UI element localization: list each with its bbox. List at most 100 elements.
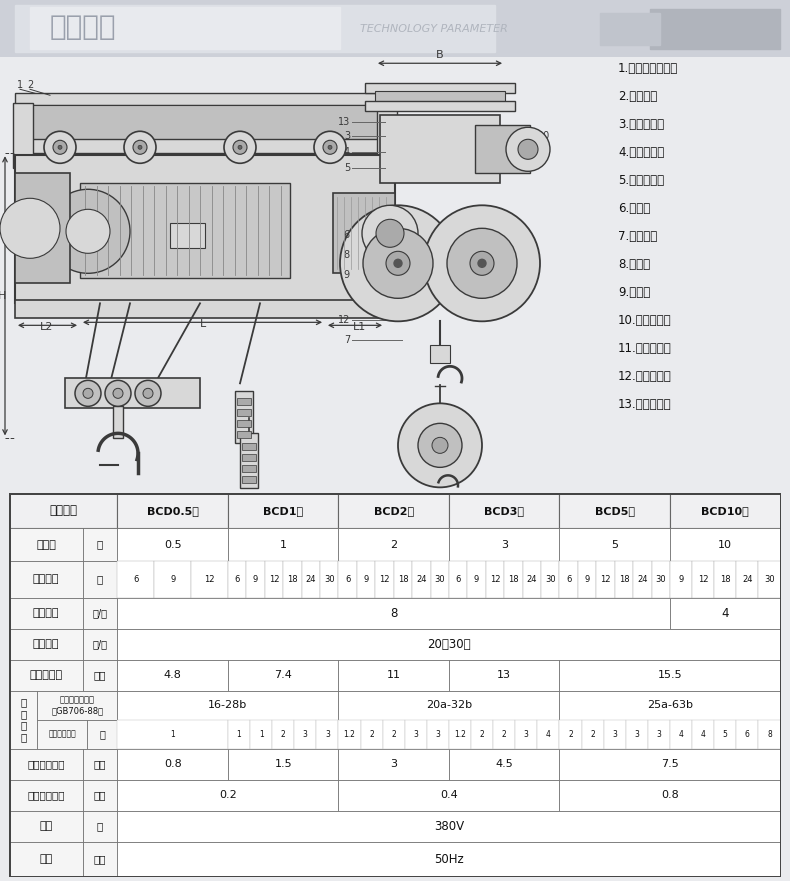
Bar bbox=[242, 443, 256, 450]
Bar bbox=[118, 561, 228, 598]
Bar bbox=[228, 493, 338, 529]
Text: 0.8: 0.8 bbox=[164, 759, 182, 769]
Text: 1: 1 bbox=[280, 540, 287, 550]
Bar bbox=[338, 561, 357, 598]
Text: 12: 12 bbox=[205, 575, 215, 584]
Bar bbox=[412, 561, 431, 598]
Bar bbox=[83, 598, 118, 629]
Circle shape bbox=[143, 389, 153, 398]
Text: 4: 4 bbox=[344, 147, 350, 158]
Circle shape bbox=[432, 437, 448, 454]
Text: 8: 8 bbox=[344, 250, 350, 260]
Text: 12: 12 bbox=[490, 575, 500, 584]
Text: 0.2: 0.2 bbox=[219, 790, 237, 800]
Bar bbox=[237, 410, 251, 417]
Bar bbox=[272, 720, 294, 749]
Bar bbox=[15, 139, 395, 153]
Bar bbox=[302, 561, 320, 598]
Text: BCD3吚: BCD3吚 bbox=[484, 506, 525, 515]
Bar bbox=[118, 691, 338, 720]
Bar bbox=[537, 720, 559, 749]
Text: 380V: 380V bbox=[434, 820, 464, 833]
Text: 18: 18 bbox=[508, 575, 519, 584]
Text: L: L bbox=[200, 319, 206, 329]
Text: BCD5吚: BCD5吚 bbox=[595, 506, 634, 515]
Bar bbox=[242, 455, 256, 462]
Text: 3: 3 bbox=[303, 729, 308, 739]
Bar bbox=[559, 720, 581, 749]
Text: 1.2: 1.2 bbox=[454, 729, 466, 739]
Text: L2: L2 bbox=[40, 322, 54, 332]
Text: H: H bbox=[0, 292, 6, 301]
Text: 4.5: 4.5 bbox=[495, 759, 514, 769]
Bar bbox=[316, 720, 338, 749]
Bar bbox=[541, 561, 559, 598]
Circle shape bbox=[58, 145, 62, 149]
Bar bbox=[15, 5, 495, 52]
Bar bbox=[758, 720, 781, 749]
Bar bbox=[65, 378, 200, 408]
Bar bbox=[250, 720, 272, 749]
Bar bbox=[113, 406, 123, 439]
Bar bbox=[692, 720, 714, 749]
Circle shape bbox=[518, 139, 538, 159]
Bar bbox=[228, 720, 338, 749]
Text: 6: 6 bbox=[456, 575, 461, 584]
Bar bbox=[87, 720, 118, 749]
Text: 环形轨道半径: 环形轨道半径 bbox=[48, 729, 76, 739]
Text: 9: 9 bbox=[170, 575, 175, 584]
Bar bbox=[338, 561, 449, 598]
Text: 3: 3 bbox=[435, 729, 440, 739]
Bar bbox=[9, 598, 83, 629]
Text: 2: 2 bbox=[590, 729, 595, 739]
Bar bbox=[228, 749, 338, 780]
Bar bbox=[83, 660, 118, 691]
Bar bbox=[596, 561, 615, 598]
Circle shape bbox=[314, 131, 346, 163]
Bar bbox=[559, 660, 781, 691]
Text: 9: 9 bbox=[679, 575, 683, 584]
Text: 18: 18 bbox=[720, 575, 731, 584]
Bar bbox=[393, 561, 412, 598]
Bar bbox=[600, 13, 660, 45]
Bar bbox=[449, 561, 559, 598]
Circle shape bbox=[328, 145, 332, 149]
Text: 赫兹: 赫兹 bbox=[94, 855, 107, 864]
Bar bbox=[449, 561, 468, 598]
Text: 千瓦: 千瓦 bbox=[94, 790, 107, 800]
Text: 24: 24 bbox=[306, 575, 316, 584]
Bar bbox=[471, 720, 493, 749]
Text: BCD2吚: BCD2吚 bbox=[374, 506, 414, 515]
Text: 30: 30 bbox=[435, 575, 445, 584]
Text: 30: 30 bbox=[545, 575, 555, 584]
Text: 2: 2 bbox=[391, 729, 396, 739]
Bar bbox=[83, 780, 118, 811]
Text: 1.2: 1.2 bbox=[344, 729, 356, 739]
Text: 1: 1 bbox=[17, 80, 23, 90]
Bar bbox=[246, 561, 265, 598]
Bar bbox=[449, 529, 559, 561]
Bar bbox=[83, 561, 118, 598]
Bar bbox=[559, 749, 781, 780]
Circle shape bbox=[478, 259, 486, 267]
Bar bbox=[9, 660, 83, 691]
Bar bbox=[83, 529, 118, 561]
Text: 6: 6 bbox=[566, 575, 571, 584]
Text: 1.起升机构减速器: 1.起升机构减速器 bbox=[618, 62, 679, 75]
Text: 12.平衡轮装置: 12.平衡轮装置 bbox=[618, 370, 671, 383]
Bar bbox=[475, 125, 530, 174]
Bar bbox=[320, 561, 338, 598]
Bar bbox=[338, 720, 449, 749]
Circle shape bbox=[447, 228, 517, 299]
Bar bbox=[375, 92, 505, 103]
Text: 30: 30 bbox=[324, 575, 334, 584]
Bar bbox=[37, 720, 87, 749]
Text: 8.停止块: 8.停止块 bbox=[618, 258, 650, 270]
Bar bbox=[559, 780, 781, 811]
Text: 30: 30 bbox=[656, 575, 666, 584]
Text: 11: 11 bbox=[538, 147, 551, 158]
Bar bbox=[714, 561, 736, 598]
Text: 4.8: 4.8 bbox=[164, 670, 182, 680]
Bar bbox=[360, 720, 382, 749]
Bar bbox=[83, 629, 118, 660]
